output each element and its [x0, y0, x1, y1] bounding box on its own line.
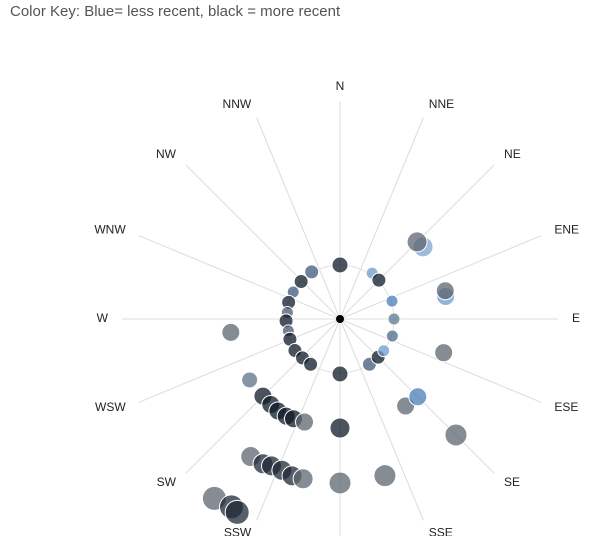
point: [293, 273, 309, 289]
direction-label: N: [336, 79, 345, 93]
point: [435, 281, 455, 301]
direction-label: SSE: [429, 526, 453, 536]
direction-label: ESE: [554, 400, 578, 414]
direction-label: SW: [157, 475, 177, 489]
point: [224, 499, 250, 525]
chart-title: Color Key: Blue= less recent, black = mo…: [10, 3, 341, 20]
point: [329, 417, 351, 439]
spoke: [339, 117, 424, 320]
direction-label: NE: [504, 147, 521, 161]
center-dot: [336, 315, 344, 323]
point: [292, 468, 314, 490]
point: [385, 329, 399, 343]
direction-label: WSW: [95, 400, 126, 414]
direction-label: WNW: [94, 222, 126, 236]
point: [221, 322, 241, 342]
point: [331, 365, 349, 383]
point: [377, 344, 391, 358]
spoke: [185, 164, 341, 320]
point: [434, 343, 454, 363]
direction-label: SE: [504, 475, 520, 489]
direction-label: ENE: [554, 222, 579, 236]
point: [331, 256, 349, 274]
point: [304, 264, 320, 280]
point: [444, 423, 468, 447]
direction-label: NNE: [429, 97, 454, 111]
spoke: [339, 235, 542, 320]
point: [385, 294, 399, 308]
point: [295, 412, 315, 432]
point: [303, 356, 319, 372]
spoke: [138, 235, 341, 320]
point: [241, 371, 259, 389]
direction-label: NNW: [223, 97, 252, 111]
point: [406, 231, 428, 253]
spoke: [256, 117, 341, 320]
point: [408, 387, 428, 407]
direction-label: NW: [156, 147, 177, 161]
point: [328, 471, 352, 495]
spoke: [138, 318, 341, 403]
direction-label: W: [97, 311, 109, 325]
point: [373, 464, 397, 488]
point: [371, 272, 387, 288]
spoke: [339, 318, 424, 521]
point: [387, 312, 401, 326]
direction-label: E: [572, 311, 580, 325]
direction-label: SSW: [224, 526, 252, 536]
